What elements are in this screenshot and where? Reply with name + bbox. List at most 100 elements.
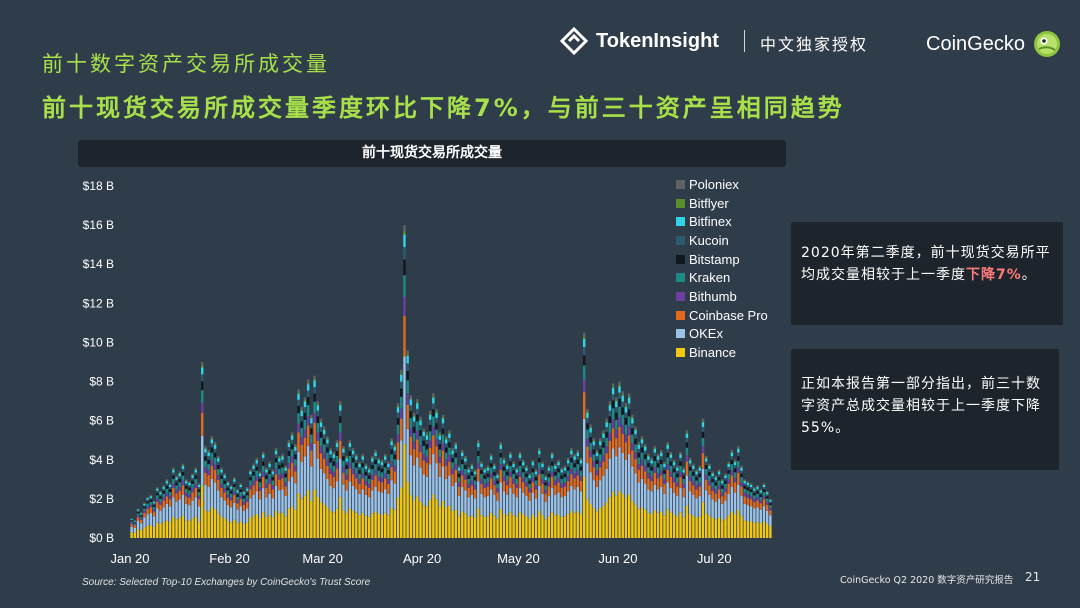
- bar-segment-binance: [172, 516, 175, 538]
- bar-segment-okex: [297, 451, 300, 494]
- bar-segment-coinbase-pro: [489, 478, 493, 490]
- bar-segment-kraken: [653, 460, 657, 468]
- bar-segment-kucoin: [342, 452, 345, 457]
- bar-segment-coinbase-pro: [583, 392, 586, 419]
- bar-segment-binance: [383, 512, 387, 538]
- bar-segment-poloniex: [194, 467, 198, 470]
- bar-segment-kucoin: [188, 485, 191, 488]
- legend-item: Bitfinex: [676, 212, 768, 231]
- bar-segment-bitstamp: [666, 452, 669, 458]
- bar-segment-bitflyer: [615, 400, 618, 402]
- bar-segment-kucoin: [599, 445, 602, 450]
- bar-segment-bitflyer: [252, 465, 255, 466]
- bar-segment-binance: [323, 504, 326, 538]
- bar-segment-kraken: [672, 472, 676, 478]
- bar-segment-bithumb: [136, 515, 140, 518]
- bar-segment-okex: [252, 494, 255, 516]
- bar-segment-bitstamp: [461, 459, 464, 465]
- bar-segment-coinbase-pro: [438, 463, 441, 477]
- bar-segment-kraken: [550, 465, 554, 472]
- bar-segment-coinbase-pro: [647, 478, 650, 490]
- bar-segment-okex: [383, 489, 387, 513]
- bar-segment-okex: [380, 492, 384, 515]
- daily-volume-bar: [233, 477, 236, 538]
- bar-segment-bitflyer: [724, 474, 727, 476]
- bar-segment-kucoin: [242, 494, 246, 497]
- bar-segment-binance: [197, 521, 201, 538]
- bar-segment-okex: [669, 488, 673, 513]
- bar-segment-bitfinex: [586, 412, 589, 418]
- bar-segment-bitfinex: [165, 481, 169, 484]
- bar-segment-binance: [576, 511, 579, 538]
- bar-segment-coinbase-pro: [412, 449, 416, 466]
- daily-volume-bar: [525, 465, 528, 538]
- bar-segment-okex: [181, 494, 185, 516]
- bar-segment-bitstamp: [470, 471, 474, 476]
- bar-segment-bithumb: [152, 509, 156, 512]
- bar-segment-binance: [428, 499, 432, 538]
- bar-segment-bithumb: [236, 500, 239, 504]
- bar-segment-okex: [201, 435, 204, 486]
- bar-segment-bitflyer: [489, 455, 493, 457]
- daily-volume-bar: [239, 483, 242, 538]
- bar-segment-bitfinex: [152, 501, 156, 504]
- bar-segment-poloniex: [342, 446, 345, 448]
- bar-segment-bithumb: [743, 492, 746, 497]
- daily-volume-bar: [512, 461, 515, 538]
- bar-segment-kraken: [566, 470, 570, 477]
- bar-segment-okex: [611, 448, 615, 492]
- bar-segment-bithumb: [419, 444, 422, 452]
- daily-volume-bar: [682, 467, 685, 538]
- y-tick-label: $8 B: [89, 375, 114, 389]
- bar-segment-okex: [769, 515, 772, 527]
- bar-segment-bitstamp: [249, 477, 252, 481]
- bar-segment-okex: [666, 482, 669, 510]
- bar-segment-bitfinex: [284, 467, 287, 471]
- bar-segment-poloniex: [666, 442, 669, 445]
- bar-segment-coinbase-pro: [753, 501, 756, 509]
- bar-segment-bitflyer: [403, 231, 406, 235]
- bar-segment-bitstamp: [274, 457, 278, 463]
- bar-segment-bitflyer: [621, 394, 624, 396]
- bar-segment-bitflyer: [464, 457, 467, 459]
- bar-segment-kraken: [159, 498, 162, 502]
- bar-segment-bitstamp: [367, 475, 371, 479]
- bar-segment-binance: [165, 520, 169, 538]
- bar-segment-bitfinex: [631, 418, 634, 424]
- bar-segment-bitstamp: [566, 466, 570, 471]
- bar-segment-bitstamp: [194, 475, 198, 479]
- bar-segment-kraken: [583, 365, 586, 380]
- daily-volume-bar: [245, 487, 249, 538]
- bar-segment-kucoin: [461, 456, 464, 460]
- legend-label: Poloniex: [689, 176, 739, 192]
- bar-segment-okex: [313, 443, 316, 490]
- bar-segment-bitflyer: [396, 405, 400, 408]
- bar-segment-poloniex: [326, 436, 329, 439]
- bar-segment-okex: [672, 492, 676, 515]
- bar-segment-coinbase-pro: [146, 508, 149, 515]
- bar-segment-coinbase-pro: [252, 485, 255, 495]
- bar-segment-coinbase-pro: [367, 488, 371, 498]
- bar-segment-okex: [329, 485, 332, 512]
- bar-segment-kraken: [387, 473, 390, 480]
- bar-segment-coinbase-pro: [233, 494, 236, 503]
- daily-volume-bar: [666, 442, 669, 538]
- bar-segment-coinbase-pro: [566, 481, 570, 492]
- bar-segment-bitstamp: [759, 494, 762, 497]
- bar-segment-binance: [505, 515, 509, 538]
- bar-segment-poloniex: [467, 467, 470, 470]
- bar-segment-poloniex: [522, 459, 525, 462]
- bar-segment-binance: [679, 512, 682, 538]
- bar-segment-kraken: [477, 455, 480, 463]
- bar-segment-bithumb: [335, 462, 339, 469]
- bar-segment-bitfinex: [467, 469, 470, 473]
- bar-segment-bitflyer: [229, 486, 233, 487]
- daily-volume-bar: [679, 451, 682, 538]
- bar-segment-bitfinex: [602, 433, 605, 438]
- bar-segment-bitstamp: [387, 470, 390, 474]
- bar-segment-bitfinex: [319, 422, 323, 428]
- bar-segment-bitstamp: [749, 489, 753, 493]
- daily-volume-bar: [162, 485, 165, 538]
- bar-segment-kraken: [769, 505, 772, 508]
- bar-segment-okex: [419, 467, 422, 502]
